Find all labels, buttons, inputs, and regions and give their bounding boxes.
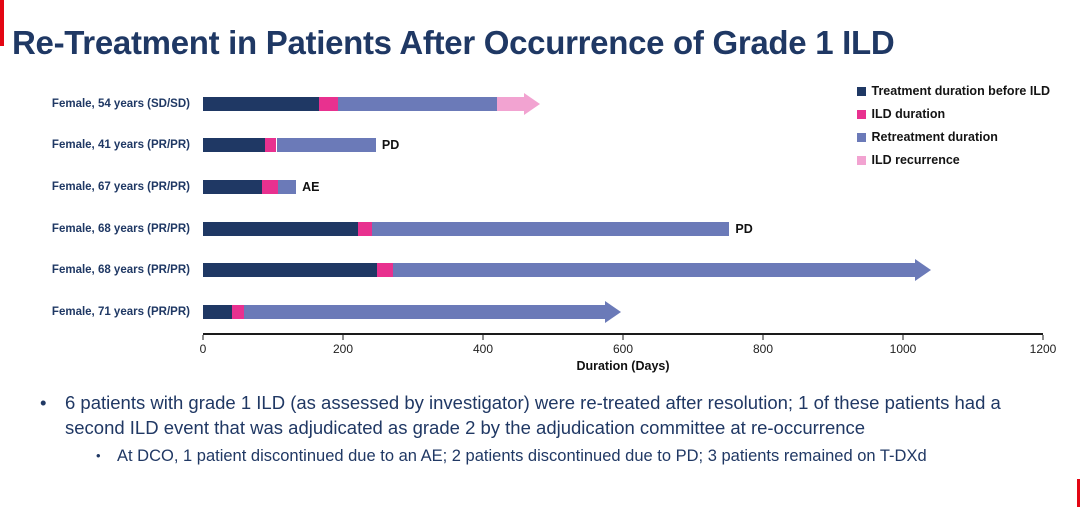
patient-row-label: Female, 41 years (PR/PR) <box>51 139 190 152</box>
ongoing-treatment-arrow <box>914 259 931 282</box>
axis-tick <box>342 335 344 340</box>
bar-segment-before-ild <box>203 263 377 278</box>
axis-tick <box>762 335 764 340</box>
legend-item: ILD duration <box>856 107 1051 121</box>
ongoing-treatment-arrow <box>604 301 621 324</box>
axis-tick <box>202 335 204 340</box>
bullet-marker: • <box>40 392 47 413</box>
bar-segment-before-ild <box>203 180 262 195</box>
axis-tick <box>622 335 624 340</box>
bar-segment-retreat <box>277 180 297 195</box>
axis-tick-label: 400 <box>472 342 493 356</box>
bar-segment-ild <box>358 221 373 236</box>
bar-segment-before-ild <box>203 96 319 111</box>
bar-segment-retreat <box>243 305 605 320</box>
legend-item: Retreatment duration <box>856 130 1051 144</box>
chart-row: PD <box>203 125 1043 167</box>
chart-row <box>203 83 1043 125</box>
axis-tick <box>1042 335 1044 340</box>
chart-legend: Treatment duration before ILD ILD duratio… <box>856 84 1051 176</box>
ild-recurrence-arrow <box>523 92 540 115</box>
chart-row: AE <box>203 166 1043 208</box>
chart-row <box>203 291 1043 333</box>
patient-row-label: Female, 68 years (PR/PR) <box>51 222 190 235</box>
legend-label: Treatment duration before ILD <box>871 84 1051 98</box>
patient-row-label: Female, 71 years (PR/PR) <box>51 306 190 319</box>
legend-swatch <box>856 132 866 142</box>
axis-tick-label: 0 <box>199 342 207 356</box>
legend-label: ILD recurrence <box>871 153 960 167</box>
bar-segment-retreat <box>338 96 497 111</box>
axis-tick-label: 1000 <box>889 342 917 356</box>
bar-segment-retreat <box>393 263 915 278</box>
axis-tick <box>482 335 484 340</box>
discontinuation-label: PD <box>735 221 753 236</box>
bar-segment-before-ild <box>203 138 265 153</box>
page-title: Re-Treatment in Patients After Occurrenc… <box>12 24 895 62</box>
legend-label: Retreatment duration <box>871 130 998 144</box>
x-axis-title: Duration (Days) <box>576 359 670 373</box>
bar-segment-ild <box>232 305 244 320</box>
axis-tick-label: 600 <box>612 342 634 356</box>
legend-label: ILD duration <box>871 107 946 121</box>
legend-swatch <box>856 109 866 119</box>
axis-tick <box>902 335 904 340</box>
sub-bullet: • At DCO, 1 patient discontinued due to … <box>96 446 1054 467</box>
bar-segment-recurrence <box>497 96 524 111</box>
bar-segment-ild <box>376 263 394 278</box>
bar-segment-before-ild <box>203 305 233 320</box>
discontinuation-label: PD <box>381 138 400 153</box>
sub-bullet-marker: • <box>96 448 101 464</box>
legend-item: ILD recurrence <box>856 153 1051 167</box>
legend-swatch <box>856 155 866 165</box>
patient-row-label: Female, 67 years (PR/PR) <box>51 181 190 194</box>
axis-tick-label: 1200 <box>1029 342 1057 356</box>
bar-segment-retreat <box>276 138 376 153</box>
legend-swatch <box>856 86 866 96</box>
discontinuation-label: AE <box>302 180 320 195</box>
bullet-notes: • 6 patients with grade 1 ILD (as assess… <box>40 391 1054 468</box>
main-bullet: • 6 patients with grade 1 ILD (as assess… <box>40 391 1054 440</box>
plot-area: PD AE PD 0 200 400 600 800 1000 1200 <box>200 83 1056 356</box>
swimmer-plot-chart: Female, 54 years (SD/SD) Female, 41 years… <box>28 78 1056 390</box>
red-accent-top-left <box>0 0 4 46</box>
bar-segment-ild <box>264 138 277 153</box>
bar-segment-before-ild <box>203 221 359 236</box>
chart-row <box>203 250 1043 292</box>
patient-row-label: Female, 68 years (PR/PR) <box>51 264 190 277</box>
sub-bullet-text: At DCO, 1 patient discontinued due to an… <box>117 447 927 466</box>
patient-row-label: Female, 54 years (SD/SD) <box>51 97 190 110</box>
bar-segment-ild <box>261 180 278 195</box>
main-bullet-text: 6 patients with grade 1 ILD (as assessed… <box>65 392 1001 438</box>
axis-tick-label: 800 <box>752 342 773 356</box>
red-accent-bottom-right <box>1077 479 1080 507</box>
axis-tick-label: 200 <box>332 342 353 356</box>
patient-row-labels: Female, 54 years (SD/SD) Female, 41 years… <box>28 83 196 333</box>
legend-item: Treatment duration before ILD <box>856 84 1051 98</box>
bar-segment-ild <box>318 96 339 111</box>
chart-row: PD <box>203 208 1043 250</box>
bar-segment-retreat <box>372 221 730 236</box>
